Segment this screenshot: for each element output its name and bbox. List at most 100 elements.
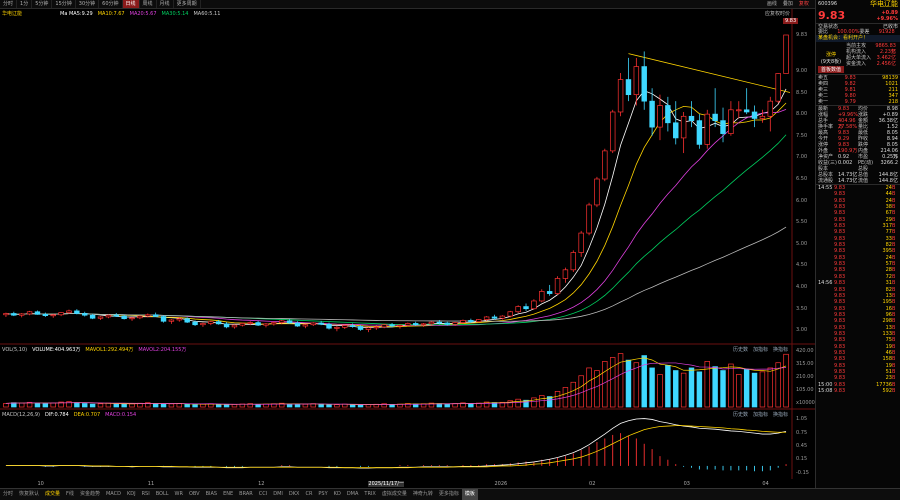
volume-bar-54 — [428, 402, 435, 408]
vol-link-1[interactable]: 加指标 — [753, 347, 769, 353]
tick-price: 9.83 — [834, 356, 846, 363]
stat-label: 收益(三) — [818, 160, 837, 166]
period-tab-9[interactable]: 更多周期 — [174, 0, 201, 8]
volume-bar-11 — [89, 403, 96, 408]
tick-volume: 17736 — [876, 381, 892, 388]
tick-price: 9.83 — [834, 242, 846, 249]
indicator-tab-16[interactable]: DKX — [288, 491, 300, 497]
volume-bar-48 — [381, 403, 387, 408]
tick-price: 9.83 — [834, 185, 846, 191]
toolbar-item-1[interactable]: 叠加 — [782, 1, 793, 7]
indicator-tab-23[interactable]: 神奇九转 — [412, 491, 433, 497]
tick-price: 9.83 — [834, 381, 846, 388]
tick-volume: 395 — [882, 248, 892, 255]
macd-link-2[interactable]: 换指标 — [773, 412, 789, 418]
volume-bar-63 — [499, 401, 506, 408]
stat-label: 涨幅 — [818, 112, 829, 118]
indicator-tab-25[interactable]: 模板 — [461, 489, 478, 500]
sell-volume: 98139 — [882, 75, 899, 81]
candle-body-42 — [334, 326, 340, 329]
indicator-tab-17[interactable]: CR — [305, 491, 313, 497]
news-link[interactable]: 某盘机会：看利开户！ — [818, 35, 869, 41]
period-tab-1[interactable]: 1分 — [17, 0, 33, 8]
zhangting-tag[interactable]: 首板数值 — [818, 66, 844, 73]
indicator-tab-1[interactable]: 恢复默认 — [19, 491, 40, 497]
period-tab-7[interactable]: 周线 — [140, 0, 157, 8]
indicator-tab-22[interactable]: 虚拟成交量 — [381, 491, 407, 497]
toolbar-item-2[interactable]: 复权 — [798, 1, 809, 7]
period-tab-3[interactable]: 15分钟 — [52, 0, 76, 8]
vol-link-0[interactable]: 历史数 — [733, 347, 749, 353]
period-tab-4[interactable]: 30分钟 — [76, 0, 100, 8]
indicator-tab-14[interactable]: CCI — [258, 491, 268, 497]
indicator-tab-5[interactable]: MACD — [105, 491, 121, 497]
period-tab-6[interactable]: 日线 — [122, 0, 140, 8]
indicator-tab-12[interactable]: ENE — [223, 491, 234, 497]
sell-row-0: 卖五 9.83 98139 — [816, 75, 900, 81]
volume-bar-7 — [58, 401, 64, 408]
indicator-tab-6[interactable]: KDJ — [126, 491, 136, 497]
tick-price: 9.83 — [834, 368, 846, 375]
indicator-tab-18[interactable]: PSY — [318, 491, 328, 497]
indicator-tab-8[interactable]: BOLL — [155, 491, 169, 497]
period-tab-5[interactable]: 60分钟 — [99, 0, 123, 8]
volume-bar-77 — [609, 357, 616, 408]
price-tick-12: 3.50 — [796, 305, 808, 312]
indicator-tab-7[interactable]: RSI — [141, 491, 150, 497]
indicator-tab-24[interactable]: 更多指标 — [438, 491, 459, 497]
last-price: 9.83 — [818, 9, 846, 22]
candle-body-50 — [397, 324, 403, 327]
indicator-tab-21[interactable]: TRIX — [364, 491, 376, 497]
stat-label: 股本 — [818, 166, 829, 172]
stat-label: 量比 — [858, 124, 869, 130]
indicator-tab-9[interactable]: WR — [174, 491, 183, 497]
indicator-tab-19[interactable]: KD — [333, 491, 341, 497]
stat-value: 9.29 — [838, 136, 850, 142]
quote-stats: 最新 9.83 均价 8.98 涨幅 +9.96% 涨跌 +0.89 总手 404.96万 金额 36… — [816, 105, 900, 184]
tick-volume: 29 — [885, 216, 892, 223]
candle-body-49 — [389, 324, 395, 327]
period-tab-2[interactable]: 5分钟 — [32, 0, 53, 8]
vol-link-2[interactable]: 换指标 — [773, 347, 789, 353]
macd-link-0[interactable]: 历史数 — [733, 412, 749, 418]
volume-bar-84 — [665, 364, 671, 408]
volume-bar-21 — [168, 403, 175, 408]
tick-price: 9.83 — [834, 273, 846, 280]
macd-link-1[interactable]: 加指标 — [753, 412, 769, 418]
toolbar-item-0[interactable]: 画线 — [766, 1, 777, 7]
volume-bar-35 — [279, 402, 285, 408]
tick-row-19: 9.83 16 B — [816, 306, 900, 312]
stat-label: 金额 — [858, 118, 869, 124]
volume-bar-93 — [736, 374, 742, 408]
volume-bar-86 — [680, 372, 687, 408]
candle-body-27 — [215, 321, 222, 325]
indicator-tab-3[interactable]: F线 — [66, 491, 74, 497]
ma-legend: Ma MA5:9.29 MA10:7.67 MA20:5.67 MA30:5.14 MA… — [60, 11, 225, 17]
tick-volume: 298 — [882, 318, 892, 325]
indicator-tab-13[interactable]: BRAR — [239, 491, 253, 497]
candle-body-9 — [74, 310, 80, 314]
fund-label: 机构流入 — [846, 49, 867, 55]
indicator-tab-2[interactable]: 成交量 — [45, 491, 61, 497]
indicator-tab-10[interactable]: OBV — [188, 491, 200, 497]
fund-flow-list: 当前主攻 9865.83万 机构流入 2.23亿 超大单流入 3.462亿 资金流入 2.45… — [844, 43, 898, 73]
candle-body-96 — [759, 115, 766, 119]
period-tab-8[interactable]: 月线 — [157, 0, 174, 8]
kline-chart[interactable] — [0, 9, 815, 488]
stat-value: 8.05 — [886, 130, 898, 136]
candle-body-91 — [720, 120, 726, 134]
weicha-label: 委差 — [859, 29, 870, 35]
indicator-tab-20[interactable]: DMA — [346, 491, 359, 497]
indicator-tab-15[interactable]: DMI — [273, 491, 283, 497]
tick-volume: 67 — [885, 210, 892, 217]
candle-body-38 — [302, 324, 309, 327]
indicator-tab-4[interactable]: 资金趋势 — [79, 491, 100, 497]
indicator-tab-11[interactable]: BIAS — [205, 491, 218, 497]
candle-body-53 — [420, 323, 427, 326]
indicator-tab-0[interactable]: 分时 — [3, 491, 14, 497]
stat-label: 昨收 — [858, 136, 869, 142]
candle-body-10 — [82, 313, 88, 316]
restore-price-label[interactable]: 应复权时价 — [765, 11, 791, 17]
period-tab-0[interactable]: 分时 — [0, 0, 18, 8]
volume-bar-25 — [200, 403, 206, 408]
